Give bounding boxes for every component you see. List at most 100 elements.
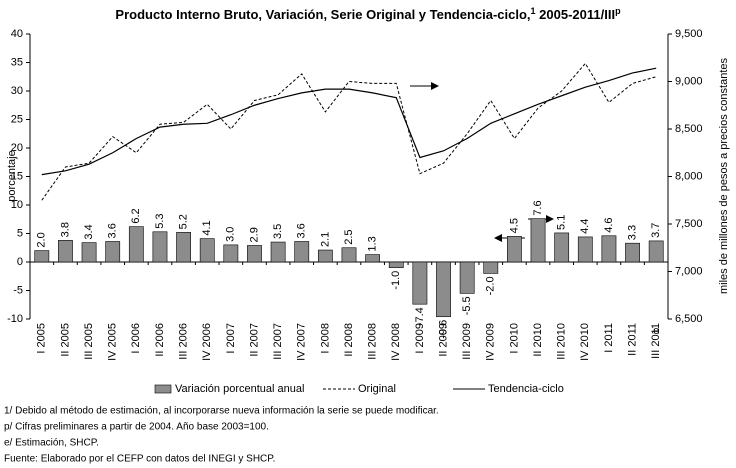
- data-label: 3.8: [59, 222, 71, 237]
- line: [41, 62, 657, 201]
- bar: [388, 261, 404, 268]
- bar: [105, 241, 121, 263]
- x-tick-label: I 2009: [414, 323, 426, 354]
- y2-tick-label: 6,500: [675, 313, 703, 325]
- x-tick-label: II 2010: [532, 323, 544, 357]
- bar: [459, 261, 475, 294]
- line: [41, 67, 657, 176]
- y2-tick-label: 8,000: [675, 170, 703, 182]
- bar: [341, 247, 357, 263]
- bar: [412, 261, 428, 305]
- bar: [294, 241, 310, 263]
- bar: [270, 241, 286, 263]
- x-tick-label: I 2005: [36, 323, 48, 354]
- x-tick-label: II 2008: [343, 323, 355, 357]
- data-label: -5.5: [461, 296, 473, 315]
- bar: [554, 232, 570, 263]
- data-label: 2.1: [319, 232, 331, 247]
- data-label: 2.0: [36, 232, 48, 247]
- y2-tick-label: 7,000: [675, 265, 703, 277]
- footnote: Fuente: Elaborado por el CEFP con datos …: [4, 454, 275, 465]
- y2-tick-label: 9,000: [675, 75, 703, 87]
- bar: [625, 242, 640, 263]
- legend-swatch: [154, 384, 172, 394]
- data-label: 2.9: [248, 227, 260, 242]
- bar: [247, 245, 262, 263]
- x-tick-label: III 2011: [650, 323, 662, 359]
- legend-label: Original: [358, 383, 396, 395]
- x-tick-label: III 2006: [177, 323, 189, 360]
- data-label: 3.0: [225, 227, 237, 242]
- y2-axis-label: miles de millones de pesos a precios con…: [718, 57, 730, 294]
- bar: [81, 242, 97, 263]
- y-tick-label: 35: [11, 56, 23, 68]
- x-tick-label: IV 2007: [296, 323, 308, 361]
- data-label: -1.0: [390, 271, 402, 290]
- y-tick-label: 20: [11, 142, 23, 154]
- bar: [507, 236, 522, 263]
- y-tick-label: 0: [17, 256, 23, 268]
- x-tick-label: I 2011: [603, 323, 615, 353]
- x-tick-label: II 2007: [248, 323, 260, 357]
- x-tick-label: IV 2006: [201, 323, 213, 361]
- x-tick-label: I 2010: [508, 323, 520, 354]
- data-label: 3.5: [272, 224, 284, 239]
- x-tick-label: II 2006: [154, 323, 166, 357]
- bar: [436, 261, 451, 318]
- bar: [223, 244, 239, 263]
- data-label: 2.5: [343, 229, 355, 244]
- y-tick-label: 10: [11, 199, 23, 211]
- x-tick-label: I 2007: [225, 323, 237, 354]
- x-tick-label: III 2009: [461, 323, 473, 360]
- data-label: 5.3: [154, 213, 166, 228]
- x-tick-label: I 2006: [130, 323, 142, 354]
- x-tick-label: III 2007: [272, 323, 284, 360]
- bar: [176, 232, 191, 263]
- data-label: 3.3: [626, 225, 638, 240]
- x-tick-label: II 2009: [437, 323, 449, 357]
- y-tick-label: -5: [13, 284, 23, 296]
- data-label: -7.4: [414, 307, 426, 326]
- data-label: 7.6: [532, 200, 544, 215]
- x-tick-label: III 2010: [556, 323, 568, 360]
- bar: [648, 240, 664, 263]
- bar: [577, 236, 593, 263]
- data-label: 4.1: [201, 220, 213, 235]
- y-axis-label: porcentaje: [6, 150, 18, 201]
- bar: [128, 226, 144, 263]
- y2-tick-label: 8,500: [675, 123, 703, 135]
- x-tick-label: IV 2009: [485, 323, 497, 361]
- x-tick-label: II 2011: [626, 323, 638, 356]
- data-label: 5.2: [177, 214, 189, 229]
- data-label: 4.5: [508, 218, 520, 233]
- y2-tick-label: 9,500: [675, 28, 703, 40]
- data-label: 3.7: [650, 223, 662, 238]
- y-tick-label: 40: [11, 28, 23, 40]
- x-tick-label: IV 2010: [579, 323, 591, 361]
- footnote: 1/ Debido al método de estimación, al in…: [4, 406, 439, 417]
- y-tick-label: 30: [11, 85, 23, 97]
- y-tick-label: 15: [11, 170, 23, 182]
- x-tick-label: III 2005: [83, 323, 95, 360]
- data-label: -9.6: [437, 320, 449, 339]
- legend-label: Variación porcentual anual: [175, 383, 304, 395]
- annotation: e: [653, 325, 659, 337]
- y2-tick-label: 7,500: [675, 218, 703, 230]
- data-label: 3.6: [107, 223, 119, 238]
- data-label: 3.6: [296, 223, 308, 238]
- bar: [152, 231, 168, 263]
- bar: [34, 250, 50, 263]
- data-label: 1.3: [367, 236, 379, 251]
- x-tick-label: I 2008: [319, 323, 331, 354]
- y-tick-label: 25: [11, 113, 23, 125]
- x-tick-label: III 2008: [367, 323, 379, 360]
- bar: [530, 218, 546, 263]
- data-label: 3.4: [83, 224, 95, 239]
- bar: [199, 238, 215, 263]
- footnote: p/ Cifras preliminares a partir de 2004.…: [4, 422, 269, 433]
- data-label: 4.6: [603, 217, 615, 232]
- bar: [58, 240, 73, 263]
- legend-label: Tendencia-ciclo: [488, 383, 564, 395]
- data-label: 4.4: [579, 219, 591, 234]
